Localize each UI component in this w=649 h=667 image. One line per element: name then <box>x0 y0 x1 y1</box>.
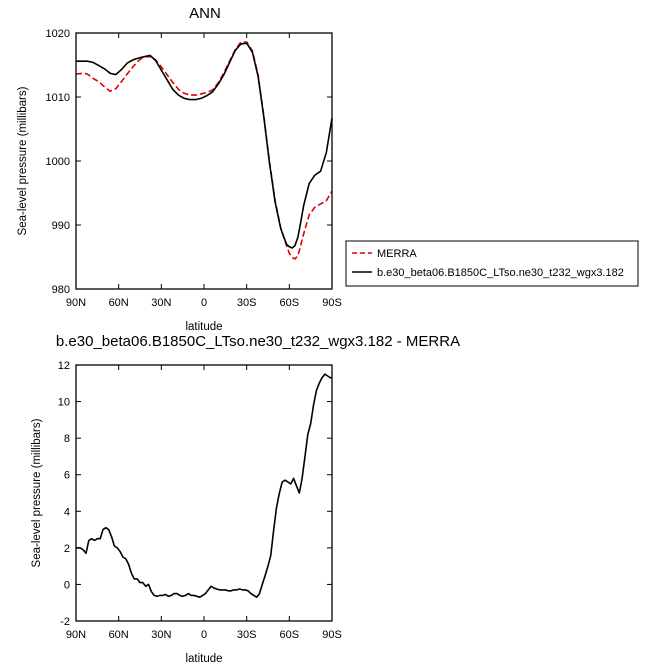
legend-label-model: b.e30_beta06.B1850C_LTso.ne30_t232_wgx3.… <box>377 267 624 279</box>
chart-top-series <box>75 41 333 260</box>
y-tick-label: 1000 <box>46 156 70 168</box>
chart-top-plot-frame <box>75 32 333 290</box>
chart-top-yticks: 980 990 1000 1010 1020 <box>46 28 332 296</box>
chart-bottom-xlabel: latitude <box>185 653 222 665</box>
x-tick-label: 30N <box>151 297 171 309</box>
chart-top-xticks: 90N 60N 30N 0 30S 60S 90S <box>66 33 342 309</box>
y-tick-label: 12 <box>58 360 70 372</box>
x-tick-label: 0 <box>201 629 207 641</box>
x-tick-label: 60S <box>280 297 300 309</box>
x-tick-label: 60S <box>280 629 300 641</box>
series-line-0 <box>75 41 333 260</box>
x-tick-label: 30S <box>237 629 257 641</box>
y-tick-label: 0 <box>64 579 70 591</box>
chart-top-xlabel: latitude <box>185 321 222 333</box>
y-tick-label: 2 <box>64 543 70 555</box>
y-tick-label: 990 <box>52 220 70 232</box>
chart-bottom-title: b.e30_beta06.B1850C_LTso.ne30_t232_wgx3.… <box>56 333 460 350</box>
y-tick-label: 4 <box>64 506 70 518</box>
chart-bottom: b.e30_beta06.B1850C_LTso.ne30_t232_wgx3.… <box>31 333 460 665</box>
series-line-0 <box>76 373 332 599</box>
chart-bottom-yticks: -2 0 2 4 6 8 10 12 <box>58 360 332 628</box>
chart-bottom-plot-frame <box>75 364 333 622</box>
y-tick-label: -2 <box>60 616 70 628</box>
y-tick-label: 1010 <box>46 92 70 104</box>
series-line-1 <box>76 42 333 249</box>
y-tick-label: 1020 <box>46 28 70 40</box>
chart-bottom-series <box>76 373 332 599</box>
x-tick-label: 90N <box>66 297 86 309</box>
legend-box <box>345 240 639 287</box>
x-tick-label: 0 <box>201 297 207 309</box>
x-tick-label: 30N <box>151 629 171 641</box>
x-tick-label: 60N <box>109 297 129 309</box>
y-tick-label: 6 <box>64 470 70 482</box>
chart-bottom-xticks: 90N 60N 30N 0 30S 60S 90S <box>66 365 342 641</box>
y-tick-label: 10 <box>58 397 70 409</box>
y-tick-label: 980 <box>52 284 70 296</box>
x-tick-label: 30S <box>237 297 257 309</box>
x-tick-label: 60N <box>109 629 129 641</box>
x-tick-label: 90S <box>322 297 342 309</box>
y-tick-label: 8 <box>64 433 70 445</box>
x-tick-label: 90N <box>66 629 86 641</box>
chart-top-title: ANN <box>189 5 221 22</box>
x-tick-label: 90S <box>322 629 342 641</box>
chart-top-ylabel: Sea-level pressure (millibars) <box>17 86 29 235</box>
chart-top-legend: MERRA b.e30_beta06.B1850C_LTso.ne30_t232… <box>345 240 639 287</box>
legend-label-merra: MERRA <box>377 248 417 260</box>
chart-bottom-ylabel: Sea-level pressure (millibars) <box>31 418 43 567</box>
